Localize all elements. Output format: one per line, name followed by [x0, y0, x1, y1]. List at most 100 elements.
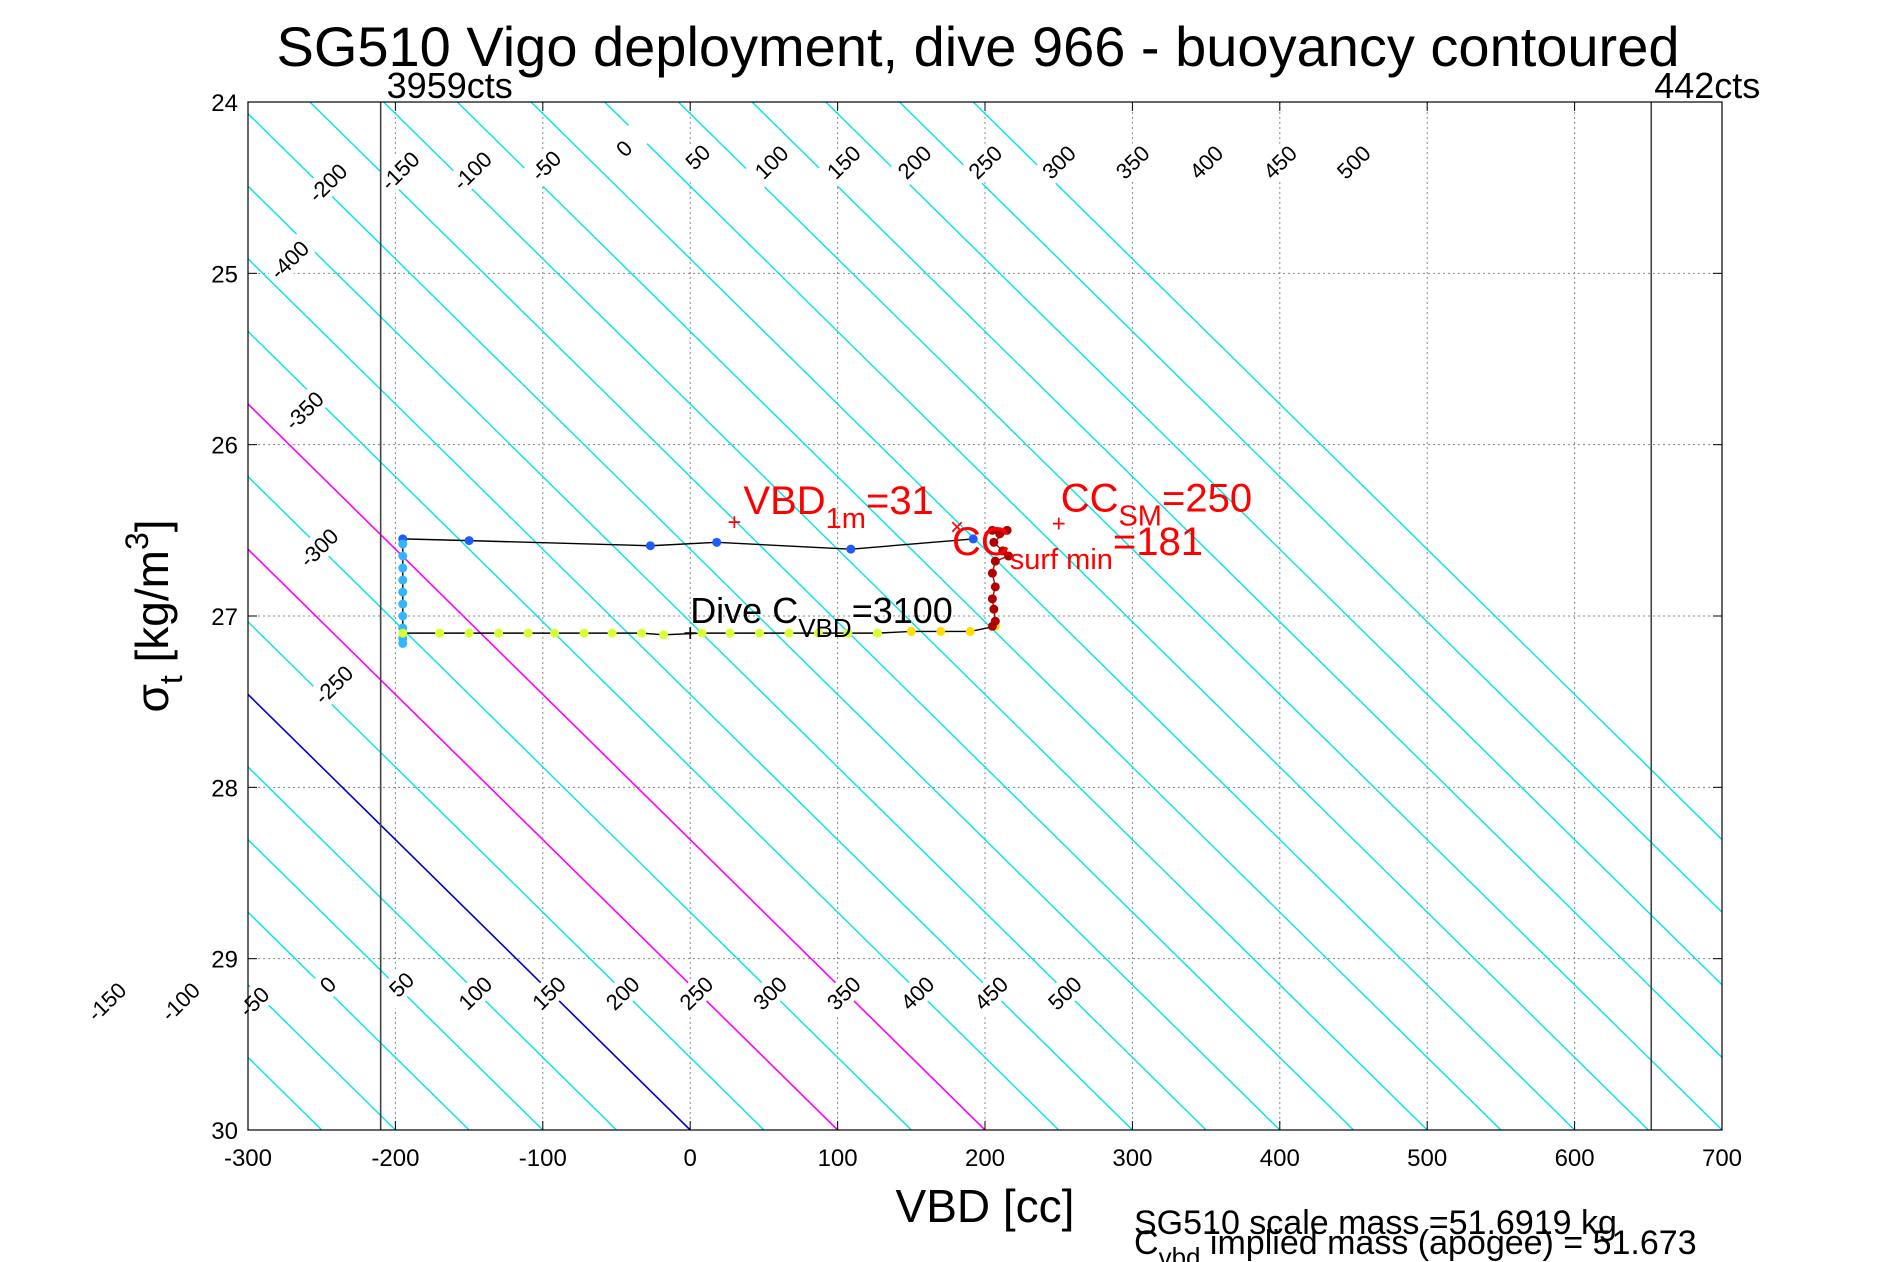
profile-point	[872, 628, 882, 638]
contour-label-bg	[448, 966, 502, 1020]
contour-line	[972, 102, 1722, 841]
footer-scale-mass: SG510 scale mass =51.6919 kg	[1134, 1204, 1617, 1242]
profile-point	[987, 525, 997, 535]
x-tick-label: -100	[519, 1145, 567, 1172]
contour-line	[248, 911, 470, 1130]
profile-point	[523, 628, 533, 638]
contour-label-bg	[1038, 966, 1091, 1020]
contour-label-bg	[817, 135, 870, 189]
contour-line	[751, 102, 1722, 1059]
x-tick-label: 500	[1407, 1145, 1447, 1172]
profile-point	[998, 546, 1008, 556]
profile-point	[645, 541, 655, 551]
contour-label-bg	[292, 521, 345, 574]
contour-label: -200	[303, 159, 352, 208]
limit-label: 442cts	[1654, 65, 1760, 106]
contour-label-bg	[671, 130, 724, 183]
contour-label-bg	[80, 975, 133, 1028]
contour-label: -100	[448, 147, 497, 196]
profile-point	[987, 621, 997, 631]
y-tick-label: 28	[211, 775, 238, 802]
profile-point	[398, 551, 408, 561]
contour-label: -400	[265, 236, 314, 285]
contour-line	[383, 102, 1428, 1130]
contour-line	[309, 102, 1354, 1130]
contour-label-bg	[373, 144, 427, 197]
contour-line	[0, 102, 101, 1130]
profile-point	[579, 628, 589, 638]
annotation-marker: +	[683, 620, 697, 647]
contour-label-bg	[597, 122, 651, 175]
dive-profile	[398, 525, 1014, 648]
contour-line	[530, 102, 1576, 1130]
x-tick-label: -300	[224, 1145, 272, 1172]
x-axis-label: VBD [cc]	[896, 1180, 1075, 1232]
profile-point	[464, 628, 474, 638]
annotation-ccsurf: CCsurf min=181	[952, 520, 1203, 576]
contour-line	[677, 102, 1722, 1130]
annotation-marker: +	[1052, 510, 1066, 537]
profile-point	[550, 628, 560, 638]
profile-point	[398, 539, 408, 549]
profile-point	[494, 628, 504, 638]
profile-point	[990, 582, 1000, 592]
limit-lines: 3959cts 442cts	[379, 65, 1760, 1130]
profile-point	[712, 537, 722, 547]
footer-implied-mass: Cvbd implied mass (apogee) = 51.673	[1134, 1224, 1697, 1262]
contour-line	[248, 330, 1060, 1130]
profile-point	[989, 604, 999, 614]
contour-line	[248, 112, 1281, 1130]
annotation-marker: ×	[950, 514, 964, 541]
contour-label-bg	[153, 975, 207, 1028]
contour-label-bg	[301, 156, 354, 209]
contour-label-bg	[522, 966, 575, 1020]
annotation-marker: +	[727, 509, 741, 536]
annotations: + VBD1m=31+CCSM=250×CCsurf min=181+Dive C…	[683, 476, 1252, 647]
y-tick-label: 26	[211, 433, 238, 460]
contour-label: -250	[309, 661, 358, 710]
y-tick-label: 27	[211, 604, 238, 631]
contour-line	[248, 620, 765, 1130]
contour-label-bg	[745, 135, 798, 189]
x-tick-label: 400	[1260, 1145, 1300, 1172]
contour-label-bg	[1253, 135, 1307, 189]
y-tick-label: 25	[211, 261, 238, 288]
profile-point	[813, 628, 823, 638]
contour-label-bg	[375, 958, 428, 1011]
contour-label-bg	[817, 966, 870, 1020]
x-tick-label: 700	[1702, 1145, 1742, 1172]
x-tick-label: 200	[965, 1145, 1005, 1172]
contour-label-bg	[1327, 135, 1380, 189]
contour-line	[0, 102, 27, 1130]
profile-point	[398, 599, 408, 609]
grid	[248, 102, 1722, 1130]
contour-label-bg	[1032, 135, 1085, 189]
x-tick-label: -200	[371, 1145, 419, 1172]
contour-line	[825, 102, 1722, 986]
contour-line	[604, 102, 1649, 1130]
contour-label: -150	[376, 147, 425, 196]
annotation-ccsm: CCSM=250	[1061, 476, 1252, 532]
profile-point	[398, 628, 408, 638]
profile-point	[846, 544, 856, 554]
contour-label-bg	[1179, 135, 1233, 189]
contour-label-bg	[301, 958, 354, 1011]
profile-point	[1002, 525, 1012, 535]
profile-point	[725, 628, 735, 638]
axes: -300 -200 -100 0 100 200 300 400 500 600 700 24 25 26…	[211, 90, 1742, 1172]
buoyancy-contours	[0, 102, 1722, 1130]
contour-line	[248, 257, 1133, 1130]
profile-point	[607, 628, 617, 638]
x-tick-label: 600	[1555, 1145, 1595, 1172]
x-tick-label: 100	[818, 1145, 858, 1172]
profile-point	[906, 626, 916, 636]
contour-line	[248, 693, 691, 1130]
contour-label: -350	[280, 386, 329, 435]
contour-label-bg	[307, 658, 360, 711]
contour-label-bg	[227, 975, 281, 1028]
profile-point	[435, 628, 445, 638]
annotation-divec: Dive CVBD=3100	[690, 590, 953, 643]
profile-point	[398, 638, 408, 648]
contour-label-bg	[743, 966, 797, 1020]
